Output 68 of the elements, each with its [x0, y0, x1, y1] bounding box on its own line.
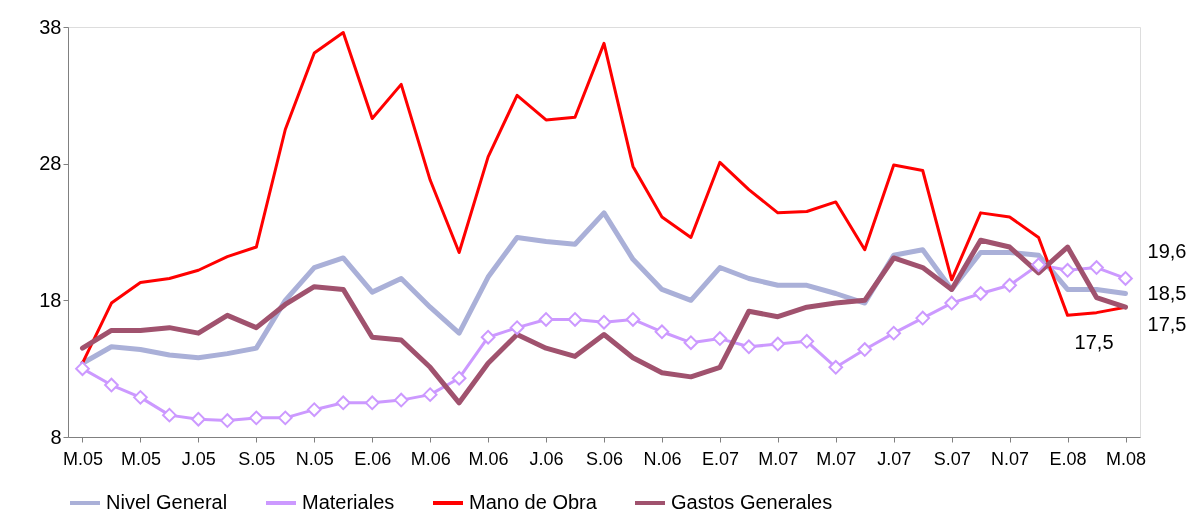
x-tick-label: N.07 [991, 448, 1030, 469]
x-tick-label: N.05 [295, 448, 334, 469]
point [509, 320, 525, 335]
y-tick-label: 38 [39, 15, 62, 38]
point [654, 324, 670, 340]
point [1118, 271, 1133, 286]
x-tick-label: N.06 [643, 448, 682, 469]
x-tick-label: M.08 [1106, 448, 1147, 469]
x-tick-label: J.06 [529, 448, 564, 469]
legend-label: Nivel General [106, 491, 228, 513]
point [451, 370, 467, 386]
x-tick-label: M.06 [410, 448, 451, 469]
legend-label: Materiales [302, 491, 395, 513]
x-tick-label: S.06 [585, 448, 624, 469]
point [1002, 277, 1017, 293]
point [75, 361, 90, 376]
point [104, 377, 119, 393]
point [220, 413, 235, 428]
point [422, 387, 438, 402]
point [886, 325, 902, 341]
legend-label: Mano de Obra [469, 491, 598, 513]
point [683, 335, 699, 351]
point [1060, 262, 1075, 278]
point [1031, 257, 1046, 273]
point [973, 286, 988, 301]
point [944, 295, 959, 311]
point [567, 312, 583, 327]
x-tick-label: M.05 [120, 448, 161, 469]
x-tick-label: M.05 [62, 448, 103, 469]
point [364, 395, 380, 411]
point [596, 314, 612, 330]
point [133, 390, 148, 405]
data-label: 18,5 [1147, 281, 1186, 304]
point [480, 329, 496, 345]
point [162, 407, 177, 423]
point [770, 336, 786, 352]
point [915, 310, 931, 326]
point [335, 395, 351, 411]
point [249, 410, 264, 426]
point [828, 359, 844, 375]
x-tick-label: S.05 [238, 448, 276, 469]
data-label: 19,6 [1147, 240, 1186, 263]
x-tick-label: E.06 [354, 448, 392, 469]
x-tick-label: J.05 [181, 448, 216, 469]
y-tick-label: 18 [39, 288, 62, 311]
point [1089, 260, 1104, 275]
point [306, 402, 322, 417]
point [625, 312, 641, 327]
point [393, 392, 409, 408]
point [191, 411, 206, 427]
y-tick-label: 8 [50, 425, 62, 448]
legend-label: Gastos Generales [671, 491, 833, 513]
data-label: 17,5 [1074, 331, 1114, 354]
x-tick-label: E.08 [1049, 448, 1087, 469]
y-tick-label: 28 [39, 152, 62, 175]
x-tick-label: J.07 [877, 448, 912, 469]
point [712, 331, 728, 346]
point [857, 342, 873, 357]
x-tick-label: M.07 [758, 448, 799, 469]
data-label: 17,5 [1147, 313, 1186, 336]
x-tick-label: M.06 [468, 448, 509, 469]
point [741, 339, 757, 355]
point [538, 312, 554, 327]
x-tick-label: E.07 [701, 448, 739, 469]
x-tick-label: S.07 [933, 448, 971, 469]
x-tick-label: M.07 [816, 448, 857, 469]
point [799, 334, 815, 349]
point [277, 410, 293, 426]
